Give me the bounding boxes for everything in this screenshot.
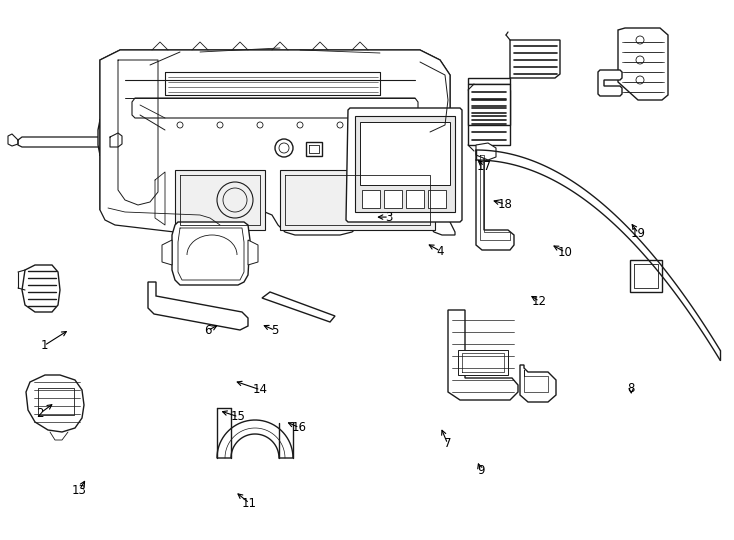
Polygon shape [468, 78, 510, 84]
Polygon shape [26, 375, 84, 432]
Text: 13: 13 [72, 484, 87, 497]
Text: 9: 9 [477, 464, 484, 477]
Polygon shape [172, 222, 250, 285]
Polygon shape [306, 142, 322, 156]
Polygon shape [98, 50, 450, 210]
Polygon shape [618, 28, 668, 100]
Text: 7: 7 [444, 437, 451, 450]
Polygon shape [406, 190, 424, 208]
Polygon shape [360, 122, 450, 185]
Polygon shape [458, 350, 508, 375]
Polygon shape [362, 190, 380, 208]
Text: 14: 14 [253, 383, 268, 396]
Polygon shape [18, 137, 114, 147]
Text: 4: 4 [437, 245, 444, 258]
Text: 2: 2 [37, 407, 44, 420]
Polygon shape [175, 170, 265, 230]
Text: 12: 12 [532, 295, 547, 308]
Text: 18: 18 [498, 198, 512, 211]
Polygon shape [262, 292, 335, 322]
Polygon shape [510, 40, 560, 78]
Polygon shape [355, 116, 455, 212]
Polygon shape [22, 265, 60, 312]
Text: 3: 3 [385, 211, 393, 224]
Polygon shape [132, 98, 418, 118]
Text: 15: 15 [231, 410, 246, 423]
Polygon shape [280, 170, 435, 230]
Text: 19: 19 [631, 227, 646, 240]
Polygon shape [468, 84, 510, 125]
Polygon shape [100, 50, 455, 235]
Text: 17: 17 [477, 160, 492, 173]
Polygon shape [476, 150, 514, 250]
Text: 11: 11 [242, 497, 257, 510]
Polygon shape [448, 310, 518, 400]
Polygon shape [468, 90, 510, 145]
Polygon shape [428, 190, 446, 208]
Text: 10: 10 [558, 246, 573, 259]
Polygon shape [476, 143, 496, 160]
Text: 16: 16 [292, 421, 307, 434]
Text: 1: 1 [40, 339, 48, 352]
Polygon shape [346, 108, 462, 222]
Polygon shape [162, 240, 172, 265]
Text: 5: 5 [272, 324, 279, 337]
Polygon shape [148, 282, 248, 330]
Polygon shape [630, 260, 662, 292]
Polygon shape [248, 240, 258, 265]
Text: 6: 6 [204, 324, 211, 337]
Text: 8: 8 [628, 382, 635, 395]
Polygon shape [598, 70, 622, 96]
Polygon shape [384, 190, 402, 208]
Polygon shape [217, 420, 293, 458]
Polygon shape [520, 365, 556, 402]
